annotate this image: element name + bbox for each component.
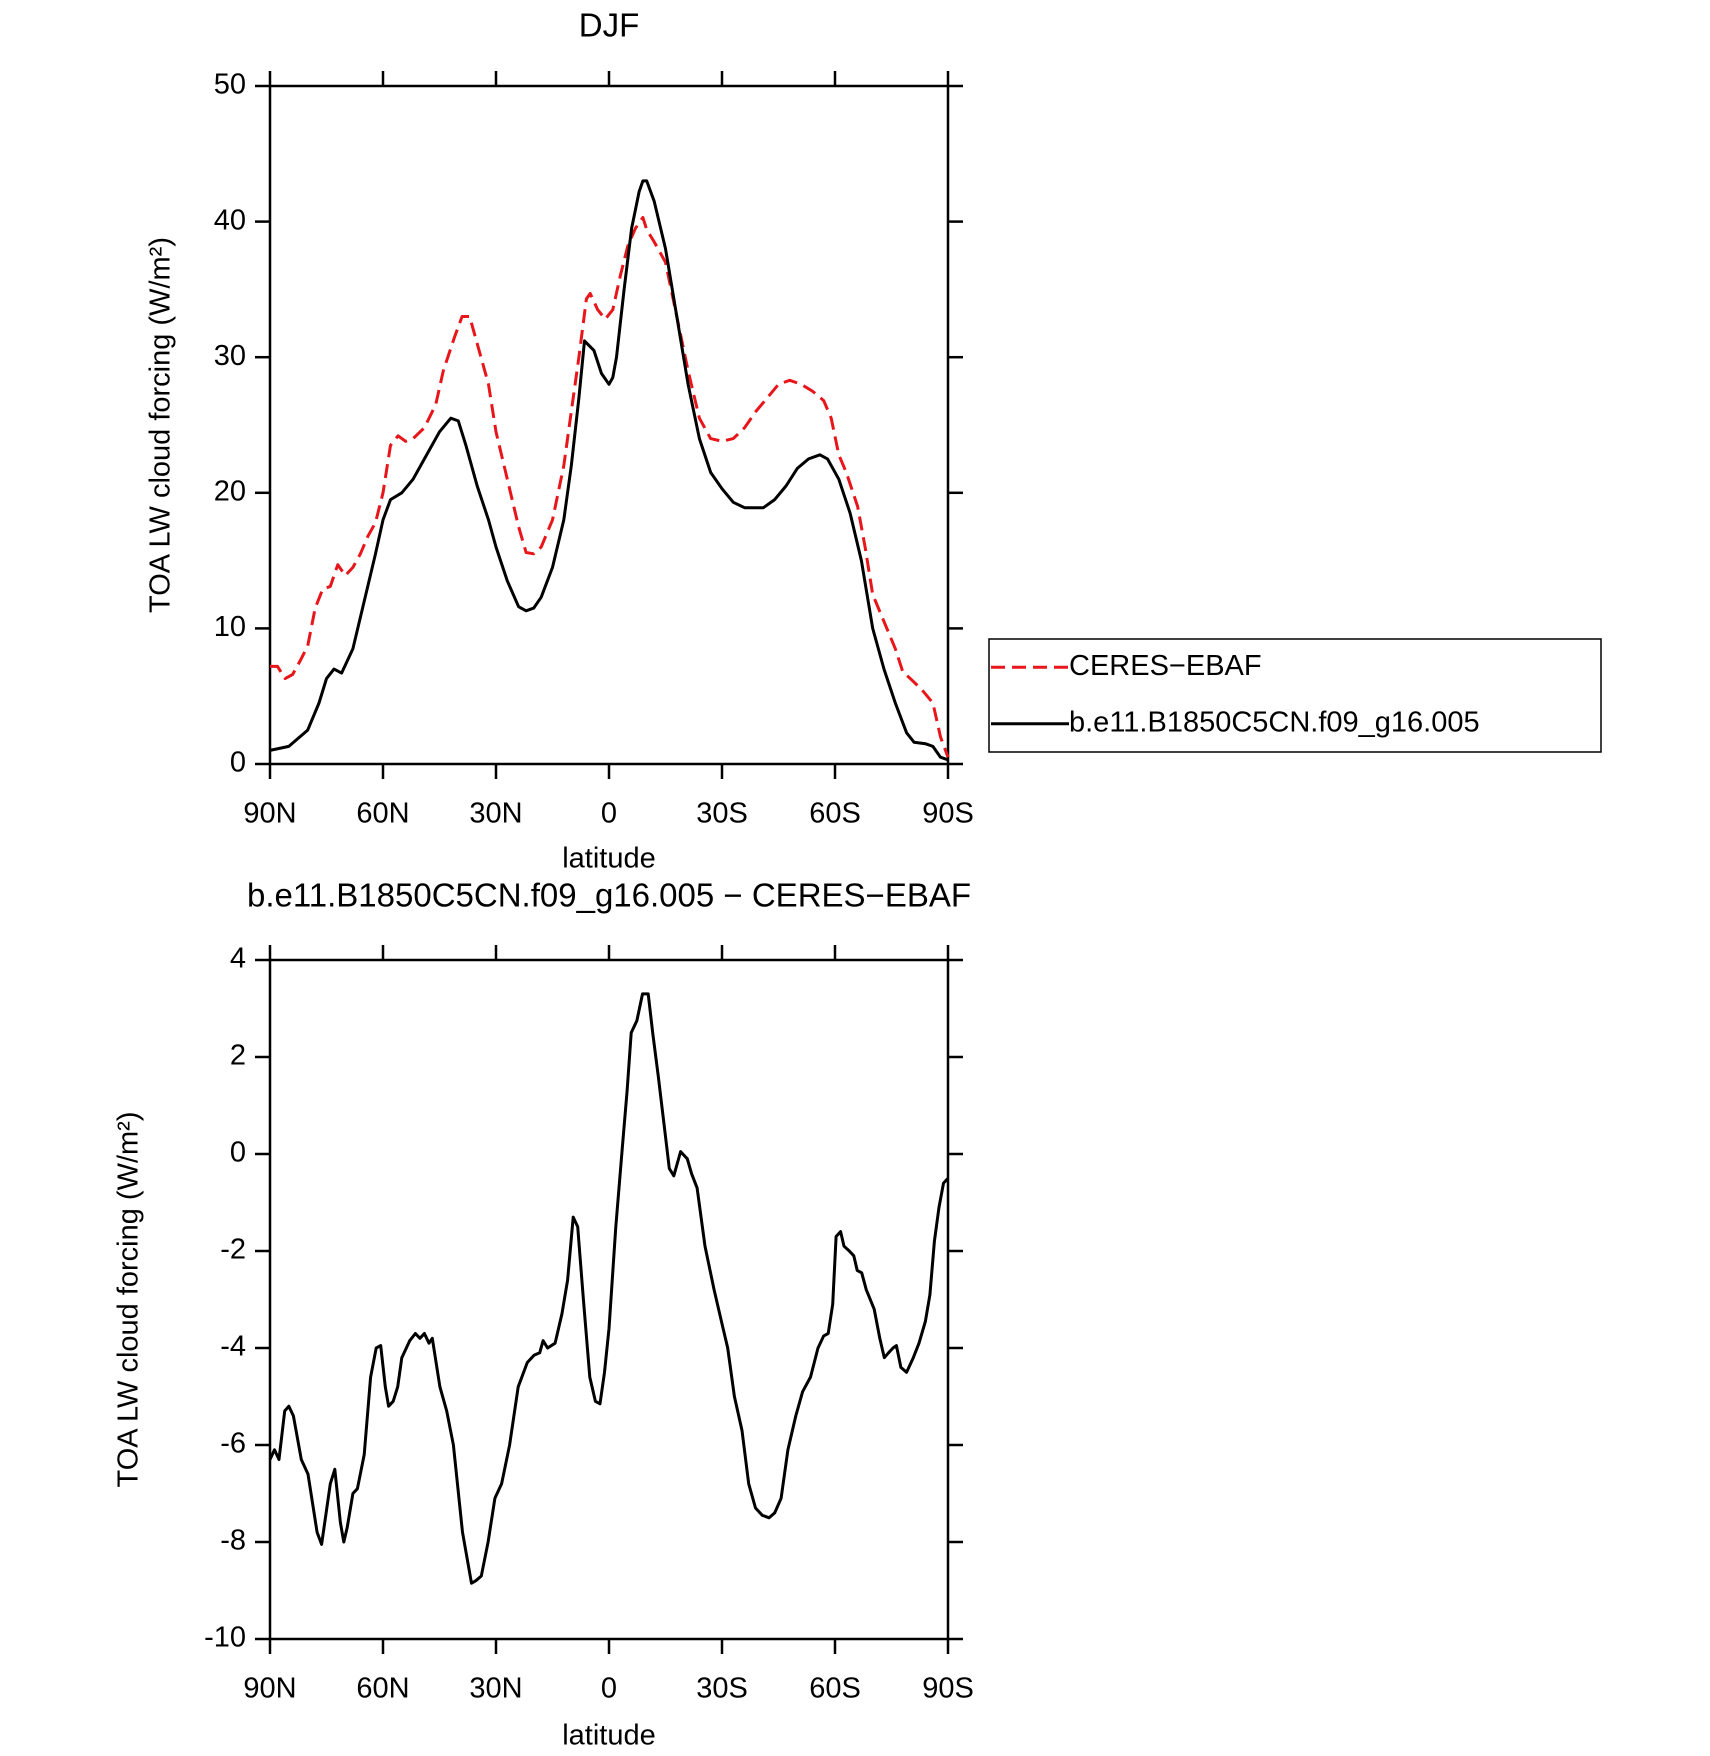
data-line xyxy=(270,216,950,758)
x-tick-label: 0 xyxy=(601,798,617,830)
x-tick-label: 90S xyxy=(922,1673,974,1705)
y-axis-label: TOA LW cloud forcing (W/m²) xyxy=(113,1112,145,1488)
data-line xyxy=(268,992,950,1585)
x-tick-label: 90N xyxy=(243,798,296,830)
y-tick-label: 20 xyxy=(214,475,246,507)
chart-title: b.e11.B1850C5CN.f09_g16.005 − CERES−EBAF xyxy=(247,877,971,914)
x-tick-label: 0 xyxy=(601,1673,617,1705)
y-tick-label: 4 xyxy=(230,943,246,975)
x-tick-label: 60N xyxy=(356,798,409,830)
y-tick-label: 0 xyxy=(230,747,246,779)
y-tick-label: -8 xyxy=(220,1525,246,1557)
legend-box xyxy=(988,638,1602,753)
x-tick-label: 60S xyxy=(809,798,861,830)
legend-label: CERES−EBAF xyxy=(1069,650,1262,682)
y-tick-label: 0 xyxy=(230,1137,246,1169)
chart-title: DJF xyxy=(579,7,640,44)
data-line xyxy=(269,179,949,762)
y-tick-label: 2 xyxy=(230,1040,246,1072)
legend-label: b.e11.B1850C5CN.f09_g16.005 xyxy=(1069,706,1480,738)
x-tick-label: 30S xyxy=(696,798,748,830)
x-axis-label: latitude xyxy=(562,843,656,875)
y-tick-label: -6 xyxy=(220,1428,246,1460)
y-tick-label: 40 xyxy=(214,204,246,236)
y-tick-label: -2 xyxy=(220,1234,246,1266)
x-tick-label: 30S xyxy=(696,1673,748,1705)
y-tick-label: 10 xyxy=(214,611,246,643)
y-tick-label: -4 xyxy=(220,1331,246,1363)
x-tick-label: 30N xyxy=(469,1673,522,1705)
y-tick-label: 50 xyxy=(214,69,246,101)
x-tick-label: 30N xyxy=(469,798,522,830)
plot-frame xyxy=(268,84,950,766)
x-tick-label: 60S xyxy=(809,1673,861,1705)
x-tick-label: 60N xyxy=(356,1673,409,1705)
x-axis-label: latitude xyxy=(562,1720,656,1752)
x-tick-label: 90N xyxy=(243,1673,296,1705)
x-tick-label: 90S xyxy=(922,798,974,830)
y-tick-label: -10 xyxy=(204,1622,246,1654)
y-axis-label: TOA LW cloud forcing (W/m²) xyxy=(145,237,177,613)
plot-frame xyxy=(268,958,950,1641)
y-tick-label: 30 xyxy=(214,340,246,372)
